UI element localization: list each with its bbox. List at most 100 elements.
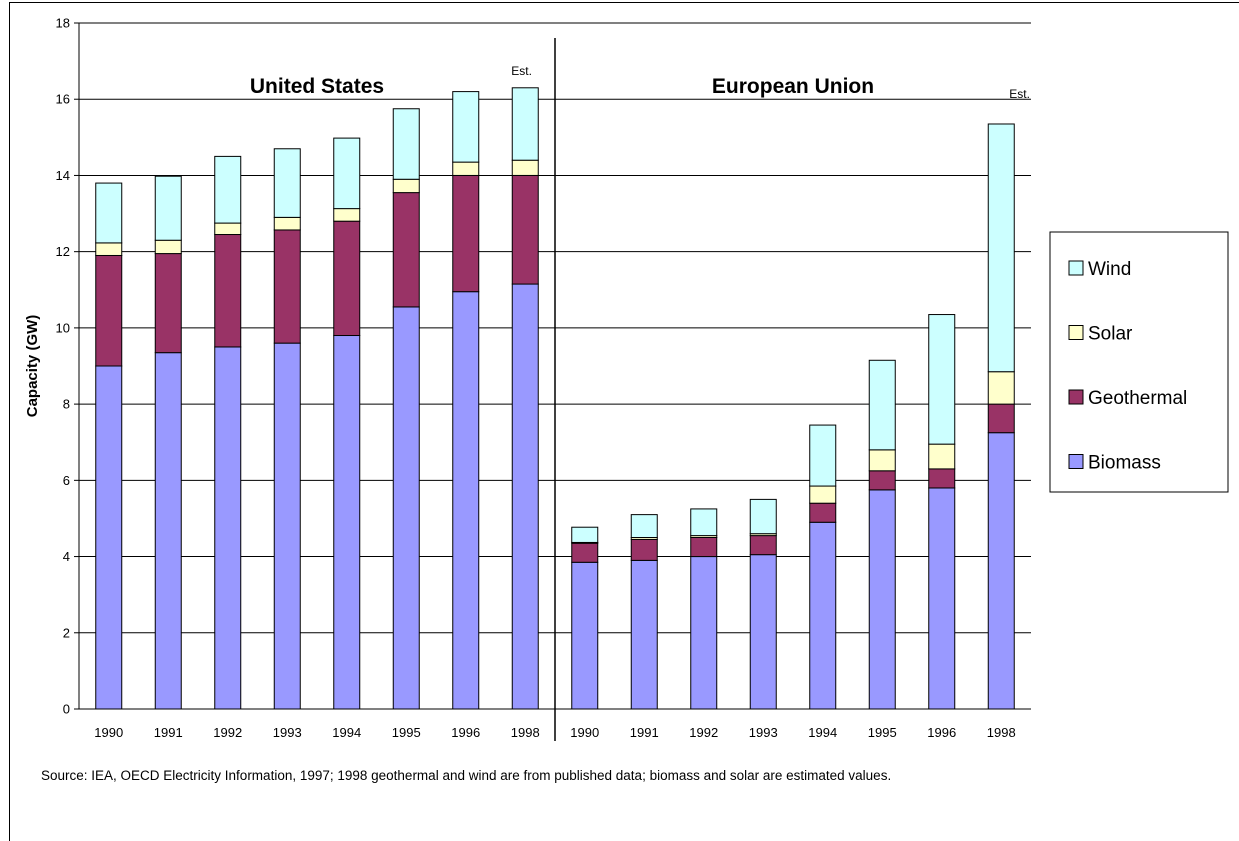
x-tick-label: 1995 bbox=[392, 725, 421, 740]
x-tick-label: 1996 bbox=[451, 725, 480, 740]
y-tick-label: 6 bbox=[63, 473, 70, 488]
bar-segment-biomass bbox=[95, 365, 123, 710]
bar-segment-biomass bbox=[868, 489, 896, 710]
bar-segment-biomass bbox=[452, 291, 480, 710]
group-title: European Union bbox=[712, 75, 874, 98]
bar-segment-geothermal bbox=[928, 468, 956, 489]
bar-segment-biomass bbox=[749, 554, 777, 710]
x-tick-label: 1990 bbox=[570, 725, 599, 740]
bar-segment-wind bbox=[690, 508, 718, 537]
bar-segment-solar bbox=[511, 159, 539, 176]
y-tick-label: 18 bbox=[56, 16, 70, 31]
bar-segment-solar bbox=[392, 178, 420, 194]
x-tick-label: 1998 bbox=[987, 725, 1016, 740]
chart-frame bbox=[9, 2, 1239, 841]
bar-segment-biomass bbox=[630, 559, 658, 710]
x-tick-label: 1993 bbox=[273, 725, 302, 740]
bar-segment-wind bbox=[392, 108, 420, 180]
bar-segment-wind bbox=[452, 91, 480, 163]
bar-segment-biomass bbox=[154, 352, 182, 710]
x-tick-label: 1995 bbox=[868, 725, 897, 740]
y-tick-label: 14 bbox=[56, 168, 70, 183]
bar-segment-geothermal bbox=[452, 174, 480, 293]
source-note: Source: IEA, OECD Electricity Informatio… bbox=[41, 768, 892, 783]
y-tick-label: 12 bbox=[56, 244, 70, 259]
bar-segment-solar bbox=[273, 216, 301, 231]
x-tick-label: 1991 bbox=[154, 725, 183, 740]
bar-segment-wind bbox=[868, 359, 896, 451]
bar-segment-wind bbox=[273, 148, 301, 218]
legend-label-biomass: Biomass bbox=[1088, 453, 1161, 474]
bar-segment-solar bbox=[333, 208, 361, 222]
bar-segment-solar bbox=[214, 222, 242, 236]
bar-segment-wind bbox=[214, 155, 242, 224]
bar-segment-geothermal bbox=[749, 535, 777, 556]
legend-label-solar: Solar bbox=[1088, 324, 1133, 345]
labels: 0 2 4 6 8 10 12 14 16 18 1990 1991 1992 1993 1994 1995 1… bbox=[24, 16, 1030, 741]
x-tick-label: 1991 bbox=[630, 725, 659, 740]
bar-segment-biomass bbox=[690, 556, 718, 710]
x-tick-label: 1994 bbox=[808, 725, 837, 740]
x-tick-label: 1996 bbox=[927, 725, 956, 740]
bar-segment-wind bbox=[928, 314, 956, 445]
x-tick-label: 1992 bbox=[213, 725, 242, 740]
bar-segment-geothermal bbox=[154, 253, 182, 354]
y-tick-label: 4 bbox=[63, 549, 70, 564]
bar-segment-geothermal bbox=[571, 542, 599, 563]
bar-segment-biomass bbox=[511, 283, 539, 710]
y-tick-label: 2 bbox=[63, 625, 70, 640]
x-tick-label: 1990 bbox=[94, 725, 123, 740]
x-tick-label: 1993 bbox=[749, 725, 778, 740]
x-tick-label: 1992 bbox=[689, 725, 718, 740]
bar-segment-biomass bbox=[214, 346, 242, 710]
legend-label-geothermal: Geothermal bbox=[1088, 388, 1187, 409]
bar-segment-geothermal bbox=[987, 403, 1015, 434]
bar-segment-solar bbox=[452, 161, 480, 176]
bar-segment-wind bbox=[809, 424, 837, 487]
bar-segment-biomass bbox=[273, 342, 301, 710]
y-axis-label: Capacity (GW) bbox=[24, 315, 41, 418]
bar-segment-biomass bbox=[987, 432, 1015, 710]
bar-segment-geothermal bbox=[630, 538, 658, 561]
bar-segment-solar bbox=[868, 449, 896, 472]
bar-segment-geothermal bbox=[95, 254, 123, 367]
y-tick-label: 0 bbox=[63, 702, 70, 717]
y-tick-label: 10 bbox=[56, 320, 70, 335]
bar-segment-biomass bbox=[392, 306, 420, 710]
bar-segment-wind bbox=[511, 87, 539, 161]
bar-segment-geothermal bbox=[273, 229, 301, 344]
bar-segment-biomass bbox=[809, 521, 837, 710]
bar-segment-geothermal bbox=[511, 174, 539, 285]
y-tick-label: 8 bbox=[63, 397, 70, 412]
group-title: United States bbox=[250, 75, 384, 98]
legend-swatch-biomass bbox=[1068, 454, 1084, 469]
legend-label-wind: Wind bbox=[1088, 259, 1131, 280]
legend-swatch-wind bbox=[1068, 260, 1084, 276]
legend: Wind Solar Geothermal Biomass bbox=[1049, 231, 1229, 493]
bar-segment-solar bbox=[154, 239, 182, 255]
x-tick-label: 1998 bbox=[511, 725, 540, 740]
axes bbox=[74, 22, 1031, 741]
estimate-label: Est. bbox=[511, 64, 532, 78]
bar-segment-solar bbox=[809, 485, 837, 504]
bar-segment-wind bbox=[95, 182, 123, 244]
bar-segment-wind bbox=[987, 123, 1015, 373]
bar-segment-solar bbox=[928, 443, 956, 470]
bar-segment-geothermal bbox=[690, 537, 718, 558]
legend-swatch-solar bbox=[1068, 325, 1084, 340]
x-tick-label: 1994 bbox=[332, 725, 361, 740]
bar-segment-wind bbox=[333, 137, 361, 210]
bar-segment-geothermal bbox=[333, 220, 361, 337]
bar-segment-geothermal bbox=[214, 234, 242, 348]
bar-segment-wind bbox=[571, 526, 599, 543]
bar-segment-wind bbox=[630, 514, 658, 539]
bar-segment-wind bbox=[154, 175, 182, 241]
legend-swatch-geothermal bbox=[1068, 389, 1084, 405]
bar-segment-biomass bbox=[571, 561, 599, 710]
estimate-label: Est. bbox=[1009, 87, 1030, 101]
bar-segment-solar bbox=[95, 242, 123, 256]
bar-segment-geothermal bbox=[392, 192, 420, 308]
bar-segment-solar bbox=[987, 371, 1015, 405]
bar-segment-biomass bbox=[333, 335, 361, 710]
